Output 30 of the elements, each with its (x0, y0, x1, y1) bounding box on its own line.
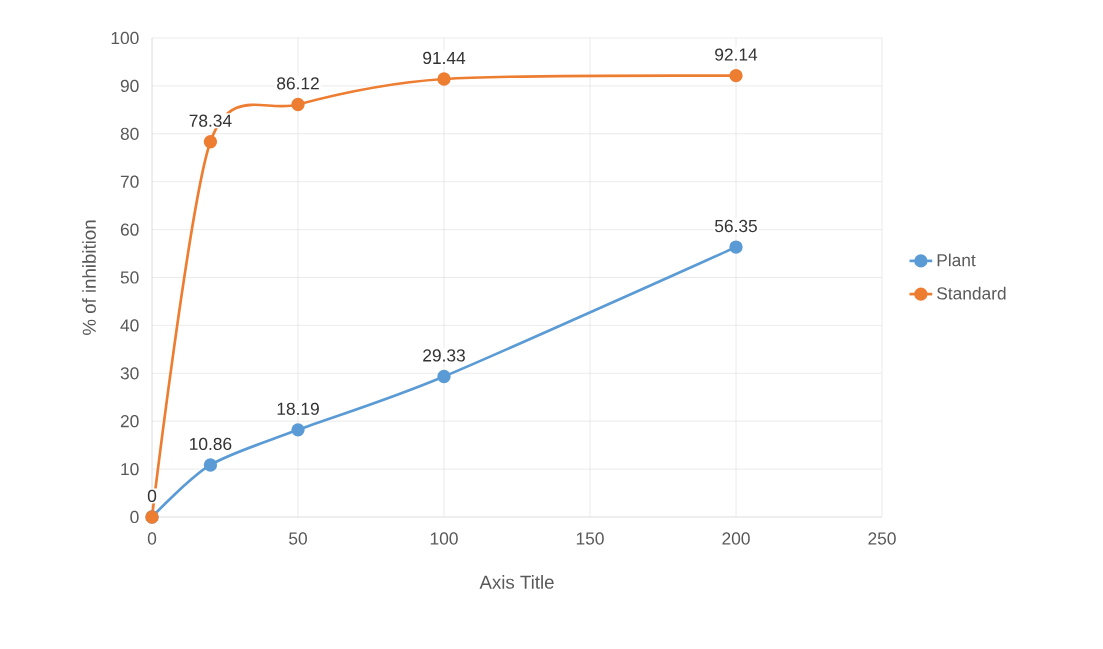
y-tick-label: 80 (120, 127, 139, 140)
data-label: 18.19 (277, 402, 319, 415)
data-label: 78.34 (189, 114, 232, 127)
data-label: 92.14 (715, 48, 758, 61)
legend-label: Plant (937, 253, 976, 267)
data-label: 29.33 (423, 349, 465, 362)
x-tick-label: 250 (868, 532, 896, 545)
y-tick-label: 20 (120, 415, 139, 428)
y-tick-label: 50 (120, 271, 139, 284)
y-axis-title: % of inhibition (82, 220, 96, 335)
y-tick-label: 90 (120, 79, 139, 93)
data-label: 86.12 (277, 77, 319, 90)
x-tick-label: 200 (722, 532, 750, 545)
data-label: 0 (147, 489, 157, 503)
y-tick-label: 30 (120, 367, 139, 380)
y-tick-label: 10 (121, 462, 139, 476)
x-tick-label: 50 (289, 532, 307, 545)
y-tick-label: 0 (130, 510, 139, 524)
x-axis-title: Axis Title (479, 575, 554, 589)
data-label: 10.86 (190, 437, 232, 451)
data-label: 56.35 (715, 219, 757, 233)
y-tick-label: 40 (120, 319, 139, 332)
x-tick-label: 100 (430, 532, 458, 545)
data-label: 91.44 (423, 51, 466, 65)
x-tick-label: 0 (147, 532, 157, 545)
y-tick-label: 60 (120, 223, 139, 236)
legend-label: Standard (937, 286, 1006, 300)
y-tick-label: 100 (111, 31, 139, 45)
x-tick-label: 150 (576, 532, 604, 545)
y-tick-label: 70 (120, 175, 139, 188)
